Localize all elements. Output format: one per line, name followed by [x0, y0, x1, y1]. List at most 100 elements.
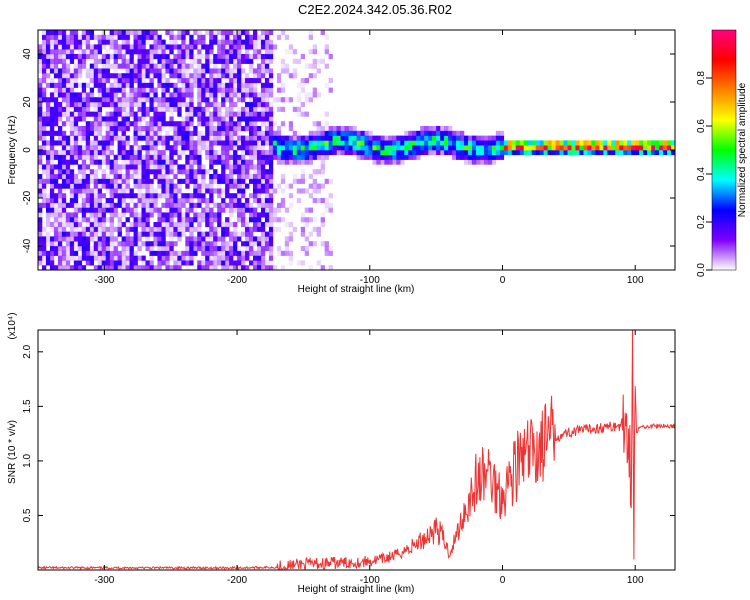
spectrogram-cell [93, 54, 99, 60]
spectrogram-cell [324, 246, 329, 252]
spectrogram-cell [412, 145, 417, 151]
spectrogram-cell [213, 202, 218, 208]
spectrogram-cell [117, 212, 122, 218]
spectrogram-cell [205, 121, 210, 127]
spectrogram-cell [491, 159, 497, 165]
spectrogram-cell [185, 169, 190, 175]
spectrogram-cell [209, 126, 214, 132]
spectrogram-cell [109, 145, 114, 151]
spectrogram-cell [77, 39, 83, 45]
spectrogram-cell [189, 116, 194, 122]
spectrogram-cell [233, 207, 238, 213]
spectrogram-cell [57, 217, 63, 223]
spectrogram-cell [117, 188, 122, 194]
spectrogram-cell [65, 217, 71, 223]
spectrogram-cell [471, 140, 477, 146]
spectrogram-cell [149, 145, 154, 151]
spectrogram-cell [153, 222, 158, 228]
spectrogram-cell [113, 193, 118, 199]
spectrogram-cell [169, 246, 174, 252]
spectrogram-cell [260, 154, 266, 160]
spectrogram-cell [205, 140, 210, 146]
spectrogram-cell [53, 130, 59, 136]
spectrogram-cell [157, 150, 162, 156]
spectrogram-cell [268, 130, 274, 136]
spectrogram-cell [221, 30, 226, 36]
spectrogram-cell [57, 169, 63, 175]
spectrogram-cell [209, 87, 214, 93]
spectrogram-cell [173, 34, 178, 40]
spectrogram-cell [97, 92, 102, 98]
spectrogram-cell [460, 145, 465, 151]
spectrogram-cell [125, 140, 130, 146]
spectrogram-cell [268, 68, 274, 74]
spectrogram-cell [181, 222, 186, 228]
spectrogram-cell [161, 145, 166, 151]
spectrogram-cell [288, 49, 294, 55]
spectrogram-cell [264, 39, 270, 45]
spectrogram-cell [312, 49, 317, 55]
spectrogram-cell [316, 260, 321, 266]
spectrogram-cell [93, 236, 99, 242]
spectrogram-cell [97, 44, 102, 50]
spectrogram-cell [336, 126, 341, 132]
spectrogram-cell [412, 154, 417, 160]
spectrogram-cell [117, 49, 122, 55]
spectrogram-cell [153, 188, 158, 194]
spectrogram-cell [268, 226, 274, 232]
spectrogram-cell [189, 255, 194, 261]
spectrogram-cell [61, 246, 67, 252]
spectrogram-cell [161, 58, 166, 64]
spectrogram-cell [428, 140, 433, 146]
spectrogram-cell [89, 34, 95, 40]
spectrogram-cell [137, 54, 142, 60]
spectrogram-cell [165, 102, 170, 108]
spectrogram-cell [249, 154, 254, 160]
spectrogram-cell [440, 145, 445, 151]
spectrogram-cell [296, 135, 302, 141]
spectrogram-cell [205, 116, 210, 122]
spectrogram-cell [320, 135, 325, 141]
spectrogram-cell [145, 169, 150, 175]
spectrogram-cell [61, 202, 67, 208]
spectrogram-cell [264, 92, 270, 98]
spectrogram-cell [599, 145, 604, 151]
spectrogram-cell [197, 111, 202, 117]
spectrogram-cell [316, 68, 321, 74]
spectrogram-cell [105, 231, 110, 237]
spectrogram-cell [304, 217, 310, 223]
spectrogram-cell [209, 68, 214, 74]
spectrogram-cell [209, 231, 214, 237]
spectrogram-cell [181, 82, 186, 88]
spectrogram-cell [73, 207, 79, 213]
spectrogram-cell [49, 226, 55, 232]
spectrogram-cell [221, 207, 226, 213]
spectrogram-cell [256, 39, 262, 45]
spectrogram-cell [145, 106, 150, 112]
spectrogram-cell [252, 54, 258, 60]
spectrogram-cell [97, 246, 102, 252]
spectrogram-cell [241, 111, 246, 117]
spectrogram-cell [69, 73, 75, 79]
spectrogram-cell [252, 174, 258, 180]
spectrogram-cell [256, 265, 262, 270]
spectrogram-cell [109, 212, 114, 218]
spectrogram-cell [233, 265, 238, 270]
spectrogram-cell [420, 130, 425, 136]
spectrogram-cell [209, 222, 214, 228]
colorbar-ramp [711, 29, 737, 271]
spectrogram-cell [213, 68, 218, 74]
spectrogram-cell [149, 250, 154, 256]
spectrogram-cell [133, 250, 138, 256]
spectrogram-cell [65, 44, 71, 50]
spectrogram-cell [197, 169, 202, 175]
spectrogram-cell [77, 154, 83, 160]
spectrogram-cell [101, 54, 106, 60]
spectrogram-cell [45, 150, 51, 156]
spectrogram-cell [292, 106, 298, 112]
spectrogram-cell [197, 222, 202, 228]
spectrogram-cell [177, 226, 182, 232]
spectrogram-cell [41, 121, 47, 127]
spectrogram-cell [117, 34, 122, 40]
spectrogram-cell [647, 145, 652, 151]
